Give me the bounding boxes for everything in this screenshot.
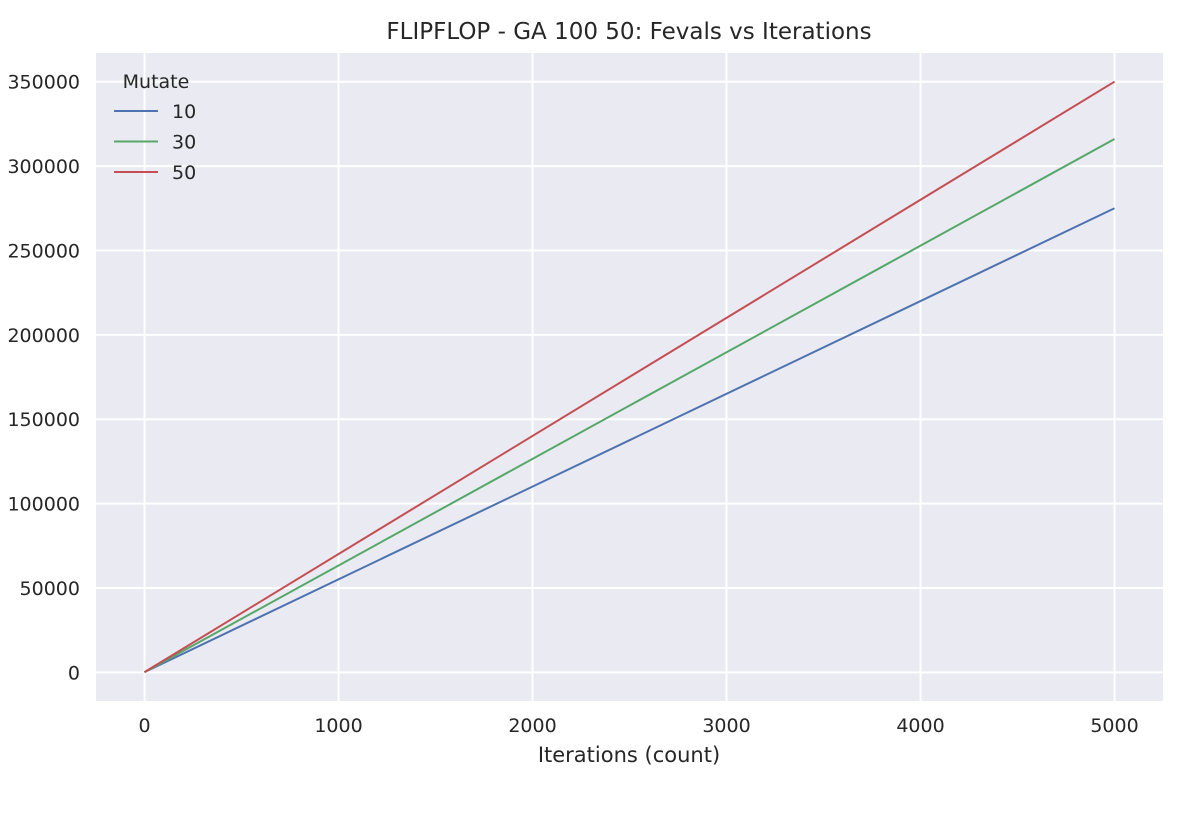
y-tick-label: 350000 [7, 72, 80, 94]
legend-label-50: 50 [172, 162, 196, 184]
legend-label-30: 30 [172, 132, 196, 154]
x-tick-label: 1000 [314, 715, 362, 737]
x-tick-label: 5000 [1090, 715, 1138, 737]
x-tick-label: 0 [138, 715, 150, 737]
x-tick-label: 4000 [896, 715, 944, 737]
grid [96, 53, 1163, 701]
chart-title: FLIPFLOP - GA 100 50: Fevals vs Iteratio… [386, 19, 871, 45]
x-tick-label: 2000 [508, 715, 556, 737]
y-tick-label: 300000 [7, 156, 80, 178]
x-tick-labels: 0 1000 2000 3000 4000 5000 [138, 715, 1138, 737]
legend-title: Mutate [123, 71, 190, 93]
legend-label-10: 10 [172, 101, 196, 123]
legend: Mutate 10 30 50 [114, 71, 196, 184]
x-tick-label: 3000 [702, 715, 750, 737]
x-axis-title: Iterations (count) [538, 743, 720, 767]
series-lines [143, 80, 1116, 674]
series-line-50 [143, 80, 1116, 673]
y-tick-label: 150000 [7, 409, 80, 431]
series-line-10 [144, 207, 1115, 674]
y-tick-label: 50000 [20, 578, 80, 600]
series-line-30 [144, 138, 1115, 674]
y-tick-label: 250000 [7, 240, 80, 262]
y-tick-label: 200000 [7, 325, 80, 347]
y-tick-labels: 0 50000 100000 150000 200000 250000 300000 3500… [7, 72, 80, 685]
y-tick-label: 100000 [7, 494, 80, 516]
y-tick-label: 0 [68, 662, 80, 684]
